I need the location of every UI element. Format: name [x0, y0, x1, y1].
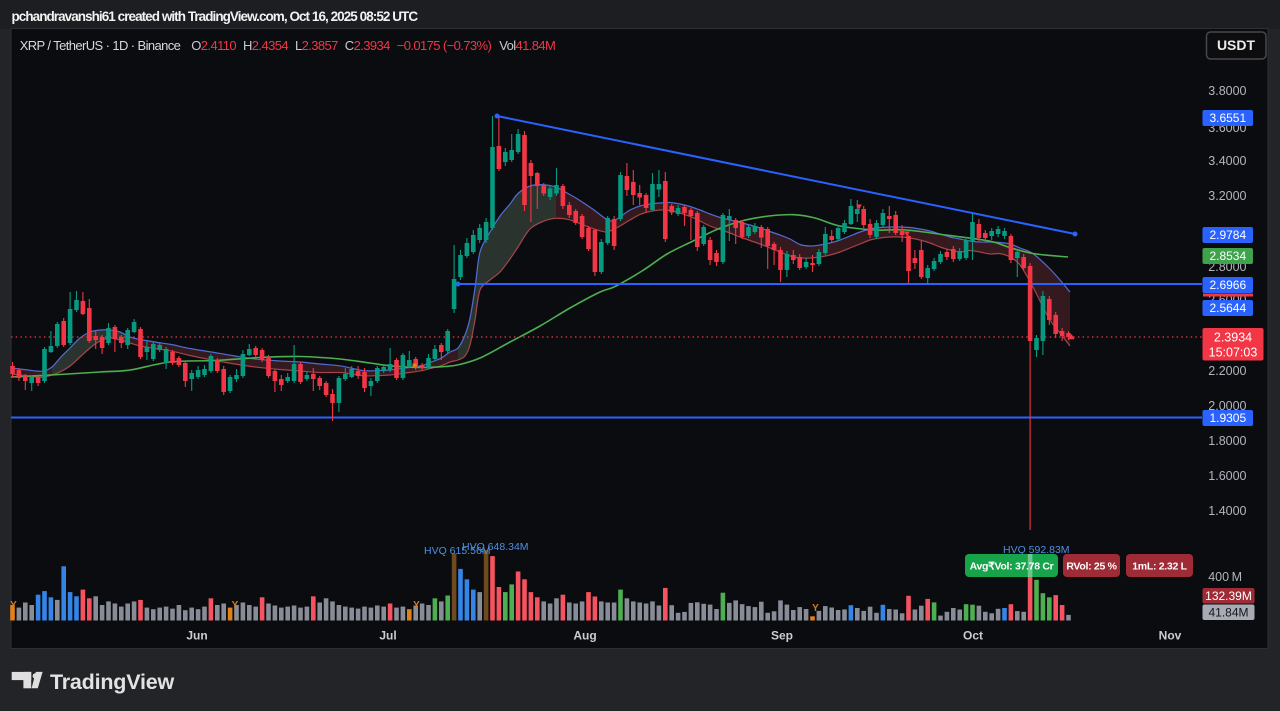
svg-text:Y: Y — [10, 600, 17, 611]
svg-text:Y: Y — [413, 600, 420, 611]
svg-text:Y: Y — [812, 603, 819, 614]
svg-text:Sep: Sep — [771, 629, 793, 643]
svg-text:Aug: Aug — [573, 629, 596, 643]
svg-text:2.9784: 2.9784 — [1209, 228, 1246, 242]
svg-text:3.2000: 3.2000 — [1208, 189, 1246, 203]
svg-text:2.6966: 2.6966 — [1209, 278, 1246, 292]
svg-text:TradingView: TradingView — [50, 670, 175, 694]
svg-text:2.8534: 2.8534 — [1209, 249, 1246, 263]
svg-text:2.5644: 2.5644 — [1209, 301, 1246, 315]
svg-text:132.39M: 132.39M — [1205, 589, 1252, 603]
svg-text:3.4000: 3.4000 — [1208, 154, 1246, 168]
svg-text:1.8000: 1.8000 — [1208, 434, 1246, 448]
svg-text:Avg₹Vol: 37.78 Cr: Avg₹Vol: 37.78 Cr — [970, 561, 1054, 573]
svg-text:Nov: Nov — [1159, 629, 1182, 643]
svg-text:1.9305: 1.9305 — [1209, 411, 1246, 425]
svg-text:USDT: USDT — [1217, 37, 1256, 53]
svg-text:3.8000: 3.8000 — [1208, 84, 1246, 98]
svg-text:400 M: 400 M — [1208, 570, 1242, 584]
svg-text:HVQ 615.56M: HVQ 615.56M — [424, 545, 491, 557]
svg-text:2.2000: 2.2000 — [1208, 364, 1246, 378]
svg-text:HVQ 592.83M: HVQ 592.83M — [1003, 544, 1070, 556]
svg-text:RVol: 25 %: RVol: 25 % — [1066, 561, 1117, 573]
svg-text:1.4000: 1.4000 — [1208, 504, 1246, 518]
svg-text:pchandravanshi61 created with: pchandravanshi61 created with TradingVie… — [12, 9, 419, 24]
svg-text:15:07:03: 15:07:03 — [1209, 346, 1258, 360]
svg-text:2.0000: 2.0000 — [1208, 399, 1246, 413]
svg-text:2.3934: 2.3934 — [1214, 331, 1252, 345]
svg-text:Jul: Jul — [379, 629, 396, 643]
svg-text:Jun: Jun — [186, 629, 207, 643]
svg-text:Oct: Oct — [963, 629, 983, 643]
svg-text:Y: Y — [232, 600, 239, 611]
svg-text:1.6000: 1.6000 — [1208, 469, 1246, 483]
svg-text:HVQ 648.34M: HVQ 648.34M — [462, 541, 529, 553]
svg-text:1mL: 2.32 L: 1mL: 2.32 L — [1132, 561, 1187, 573]
svg-text:3.6551: 3.6551 — [1209, 111, 1246, 125]
svg-text:41.84M: 41.84M — [1208, 606, 1248, 620]
